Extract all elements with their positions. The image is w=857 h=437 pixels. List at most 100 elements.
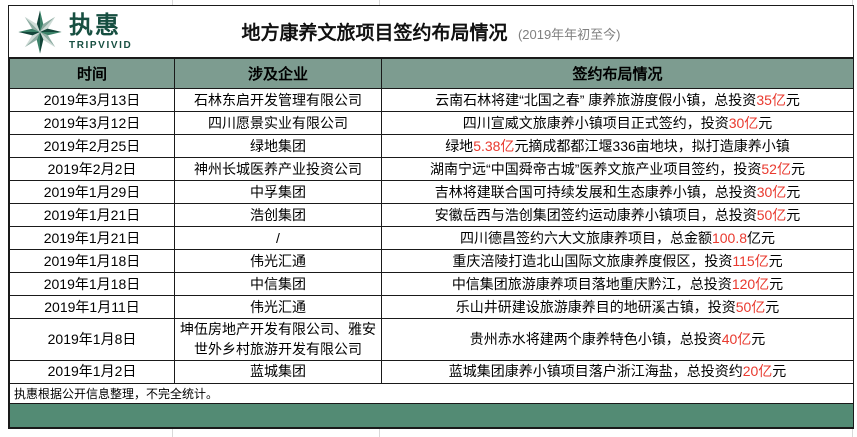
cell-detail[interactable]: 安徽岳西与浩创集团签约运动康养小镇项目，总投资50亿元 <box>381 203 854 227</box>
detail-text: 元 <box>765 298 780 315</box>
cell-company[interactable]: 中孚集团 <box>174 180 382 204</box>
cell-date[interactable]: 2019年1月8日 <box>9 318 175 361</box>
investment-amount: 5.38亿 <box>473 137 515 154</box>
gridline <box>852 0 853 5</box>
cell-detail[interactable]: 四川德昌签约六大文旅康养项目，总金额100.8亿元 <box>381 226 854 250</box>
detail-text: 乐山井研建设旅游康养目的地研溪古镇，投资 <box>455 298 736 315</box>
cell-detail[interactable]: 湖南宁远“中国舜帝古城”医养文旅产业项目签约，投资52亿元 <box>381 157 854 181</box>
gridline <box>172 0 173 5</box>
cell-company[interactable]: 蓝城集团 <box>174 359 382 384</box>
cell-detail[interactable]: 重庆涪陵打造北山国际文旅康养度假区，投资115亿元 <box>381 249 854 273</box>
cell-detail[interactable]: 绿地5.38亿元摘成都都江堰336亩地块，拟打造康养小镇 <box>381 134 854 158</box>
green-bar <box>9 402 854 428</box>
cell-date[interactable]: 2019年3月13日 <box>9 88 175 112</box>
table-row: 2019年1月2日 蓝城集团 蓝城集团康养小镇项目落户浙江海盐，总投资约20亿元 <box>9 359 854 384</box>
page-subtitle: (2019年年初至今) <box>517 27 621 42</box>
investment-amount: 115亿 <box>732 252 769 269</box>
bottom-bar-row <box>9 402 854 428</box>
detail-text: 云南石林将建“北国之春” 康养旅游度假小镇，总投资 <box>435 91 757 108</box>
table-row: 2019年3月13日 石林东启开发管理有限公司 云南石林将建“北国之春” 康养旅… <box>9 88 854 112</box>
pinwheel-logo-icon <box>18 10 62 54</box>
cell-company[interactable]: 伟光汇通 <box>174 249 382 273</box>
detail-text: 重庆涪陵打造北山国际文旅康养度假区，投资 <box>452 252 733 269</box>
detail-text: 吉林将建联合国可持续发展和生态康养小镇，总投资 <box>434 183 757 200</box>
cell-company[interactable]: 伟光汇通 <box>174 295 382 319</box>
col-header-time[interactable]: 时间 <box>9 58 175 89</box>
table-row: 2019年1月18日 中信集团 中信集团旅游康养项目落地重庆黔江，总投资120亿… <box>9 272 854 296</box>
table-row: 2019年1月29日 中孚集团 吉林将建联合国可持续发展和生态康养小镇，总投资3… <box>9 180 854 204</box>
header-row: 时间 涉及企业 签约布局情况 <box>9 58 854 89</box>
table-row: 2019年1月11日 伟光汇通 乐山井研建设旅游康养目的地研溪古镇，投资50亿元 <box>9 295 854 319</box>
detail-text: 元 <box>786 183 801 200</box>
investment-amount: 20亿 <box>742 363 773 380</box>
cell-date[interactable]: 2019年2月25日 <box>9 134 175 158</box>
cell-company[interactable]: 浩创集团 <box>174 203 382 227</box>
col-header-detail[interactable]: 签约布局情况 <box>381 58 854 89</box>
cell-company[interactable]: 中信集团 <box>174 272 382 296</box>
cell-date[interactable]: 2019年1月29日 <box>9 180 175 204</box>
cell-date[interactable]: 2019年1月2日 <box>9 359 175 384</box>
detail-text: 绿地 <box>445 137 474 154</box>
detail-text: 元 <box>758 114 773 131</box>
detail-text: 亿元 <box>747 229 776 246</box>
cell-company[interactable]: 石林东启开发管理有限公司 <box>174 88 382 112</box>
investment-amount: 52亿 <box>761 160 791 177</box>
cell-detail[interactable]: 贵州赤水将建两个康养特色小镇，总投资40亿元 <box>381 318 854 361</box>
cell-detail[interactable]: 云南石林将建“北国之春” 康养旅游度假小镇，总投资35亿元 <box>381 88 854 112</box>
cell-detail[interactable]: 乐山井研建设旅游康养目的地研溪古镇，投资50亿元 <box>381 295 854 319</box>
table-row: 2019年1月21日 / 四川德昌签约六大文旅康养项目，总金额100.8亿元 <box>9 226 854 250</box>
investment-amount: 50亿 <box>735 298 766 315</box>
cell-detail[interactable]: 四川宣威文旅康养小镇项目正式签约，投资30亿元 <box>381 111 854 135</box>
detail-text: 四川德昌签约六大文旅康养项目，总金额 <box>459 229 712 246</box>
detail-text: 元 <box>785 91 800 108</box>
brand-name-cn: 执惠 <box>69 11 121 39</box>
investment-amount: 100.8 <box>711 229 748 246</box>
detail-text: 元 <box>768 252 783 269</box>
footnote: 执惠根据公开信息整理，不完全统计。 <box>9 382 854 404</box>
tripvivid-logo: 执惠 TRIPVIVID <box>17 9 132 55</box>
title-bar: 执惠 TRIPVIVID 地方康养文旅项目签约布局情况 (2019年年初至今) <box>9 6 853 58</box>
detail-text: 元 <box>772 363 787 380</box>
cell-detail[interactable]: 蓝城集团康养小镇项目落户浙江海盐，总投资约20亿元 <box>381 359 854 384</box>
footnote-row: 执惠根据公开信息整理，不完全统计。 <box>9 382 854 404</box>
detail-text: 贵州赤水将建两个康养特色小镇，总投资 <box>469 331 722 348</box>
cell-company[interactable]: 神州长城医养产业投资公司 <box>174 157 382 181</box>
cell-company[interactable]: 绿地集团 <box>174 134 382 158</box>
detail-text: 元 <box>751 331 766 348</box>
table-row: 2019年2月2日 神州长城医养产业投资公司 湖南宁远“中国舜帝古城”医养文旅产… <box>9 157 854 181</box>
cell-company[interactable]: 四川愿景实业有限公司 <box>174 111 382 135</box>
cell-date[interactable]: 2019年2月2日 <box>9 157 175 181</box>
cell-date[interactable]: 2019年1月11日 <box>9 295 175 319</box>
table-row: 2019年3月12日 四川愿景实业有限公司 四川宣威文旅康养小镇项目正式签约，投… <box>9 111 854 135</box>
table-row: 2019年1月18日 伟光汇通 重庆涪陵打造北山国际文旅康养度假区，投资115亿… <box>9 249 854 273</box>
signings-table: 时间 涉及企业 签约布局情况 2019年3月13日 石林东启开发管理有限公司 云… <box>9 58 854 428</box>
cell-date[interactable]: 2019年1月18日 <box>9 272 175 296</box>
detail-text: 四川宣威文旅康养小镇项目正式签约，投资 <box>462 114 729 131</box>
col-header-company[interactable]: 涉及企业 <box>174 58 382 89</box>
logo-text: 执惠 TRIPVIVID <box>69 11 133 51</box>
brand-name-en: TRIPVIVID <box>69 39 133 51</box>
cell-date[interactable]: 2019年1月21日 <box>9 203 175 227</box>
investment-amount: 30亿 <box>728 114 759 131</box>
cell-detail[interactable]: 吉林将建联合国可持续发展和生态康养小镇，总投资30亿元 <box>381 180 854 204</box>
report-table: 执惠 TRIPVIVID 地方康养文旅项目签约布局情况 (2019年年初至今) … <box>8 5 854 429</box>
cell-date[interactable]: 2019年3月12日 <box>9 111 175 135</box>
gridline <box>379 0 380 5</box>
cell-date[interactable]: 2019年1月21日 <box>9 226 175 250</box>
title-wrap: 地方康养文旅项目签约布局情况 (2019年年初至今) <box>241 18 620 45</box>
cell-detail[interactable]: 中信集团旅游康养项目落地重庆黔江，总投资120亿元 <box>381 272 854 296</box>
detail-text: 安徽岳西与浩创集团签约运动康养小镇项目，总投资 <box>434 206 757 223</box>
investment-amount: 50亿 <box>756 206 787 223</box>
investment-amount: 120亿 <box>731 275 770 292</box>
detail-text: 元 <box>786 206 801 223</box>
cell-company[interactable]: / <box>174 226 382 250</box>
detail-text: 元摘成都都江堰336亩地块，拟打造康养小镇 <box>514 137 790 154</box>
table-row: 2019年2月25日 绿地集团 绿地5.38亿元摘成都都江堰336亩地块，拟打造… <box>9 134 854 158</box>
cell-date[interactable]: 2019年1月18日 <box>9 249 175 273</box>
cell-company[interactable]: 坤伍房地产开发有限公司、雅安世外乡村旅游开发有限公司 <box>174 318 382 361</box>
detail-text: 湖南宁远“中国舜帝古城”医养文旅产业项目签约，投资 <box>430 160 762 177</box>
detail-text: 元 <box>769 275 784 292</box>
table-body: 2019年3月13日 石林东启开发管理有限公司 云南石林将建“北国之春” 康养旅… <box>9 88 854 384</box>
investment-amount: 30亿 <box>756 183 787 200</box>
